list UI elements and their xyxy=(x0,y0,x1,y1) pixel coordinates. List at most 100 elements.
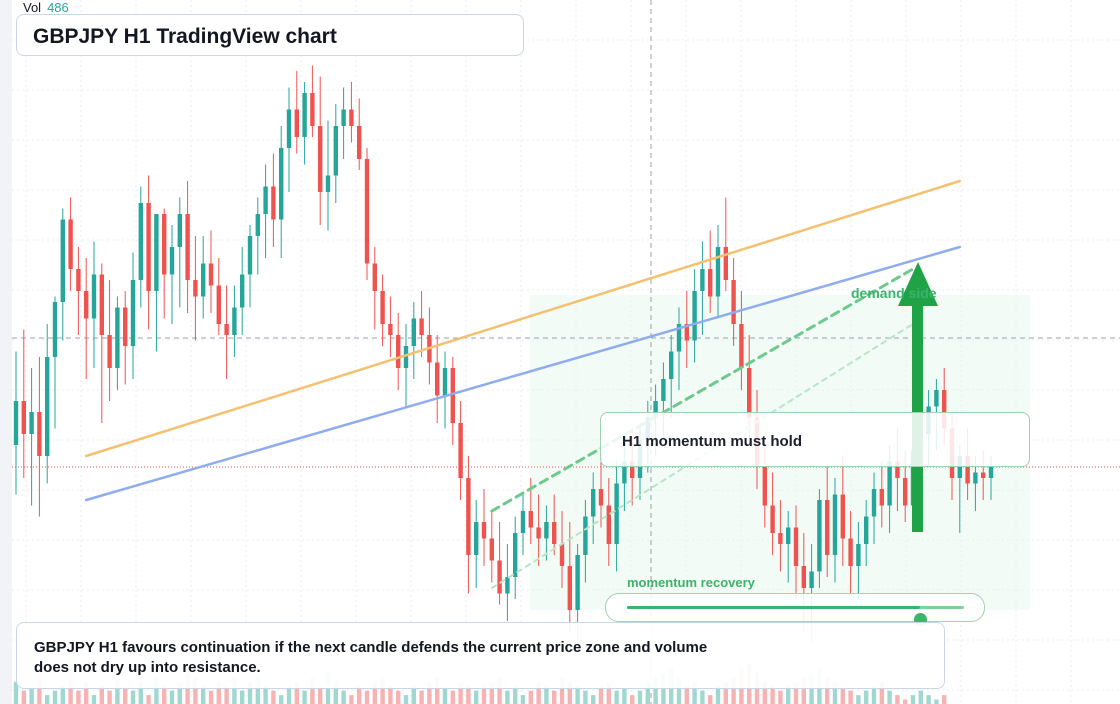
momentum-slider[interactable] xyxy=(605,593,985,626)
candle-body xyxy=(981,472,986,478)
candle-body xyxy=(762,467,767,506)
slider-fill xyxy=(627,606,921,609)
volume-bar xyxy=(559,677,565,704)
candle-body xyxy=(286,109,292,148)
chart-title: GBPJPY H1 TradingView chart xyxy=(33,25,337,48)
volume-bar xyxy=(770,686,775,704)
volume-bar xyxy=(637,690,643,704)
volume-bar xyxy=(99,686,104,704)
candle-body xyxy=(567,566,572,610)
volume-bar xyxy=(910,695,916,704)
candle-body xyxy=(146,203,151,291)
volume-bar xyxy=(653,677,658,704)
candle-body xyxy=(216,285,221,324)
volume-bar xyxy=(333,681,338,704)
candle-body xyxy=(123,307,128,346)
candle-body xyxy=(372,263,377,291)
volume-bar xyxy=(208,690,214,704)
candle-body xyxy=(606,505,611,544)
trend-line-orange xyxy=(84,179,962,458)
volume-bar xyxy=(130,690,136,704)
candle-body xyxy=(630,461,635,478)
volume-bar xyxy=(583,690,588,704)
candle-body xyxy=(341,109,346,126)
candle-body xyxy=(396,335,401,368)
volume-bar xyxy=(645,681,650,704)
candle-body xyxy=(778,533,783,544)
volume-bar xyxy=(918,690,923,704)
candle-body xyxy=(934,390,939,407)
demand-side-label: demand side xyxy=(851,285,937,301)
volume-bar xyxy=(825,677,830,704)
volume-bar xyxy=(21,690,26,704)
volume-bar xyxy=(263,686,268,704)
volume-bar xyxy=(864,690,869,704)
volume-bar xyxy=(396,690,401,704)
candle-body xyxy=(520,511,526,533)
candle-body xyxy=(271,186,276,220)
volume-bar xyxy=(388,686,393,704)
volume-bar xyxy=(193,677,198,704)
volume-bar xyxy=(84,681,89,704)
volume-bar xyxy=(598,686,604,704)
trend-line-blue xyxy=(84,245,962,502)
volume-bar xyxy=(575,686,580,704)
candle-body xyxy=(450,368,455,423)
volume-bar xyxy=(52,690,58,704)
callout-text: H1 momentum must hold xyxy=(622,433,803,450)
candle-body xyxy=(458,423,463,478)
candle-body xyxy=(52,302,58,357)
candle-body xyxy=(154,214,159,291)
candle-body xyxy=(349,109,354,126)
volume-bar xyxy=(591,695,596,704)
candle-body xyxy=(279,148,284,220)
slider-track[interactable] xyxy=(627,606,964,626)
candle-body xyxy=(879,489,884,506)
candle-body xyxy=(544,522,549,539)
candle-body xyxy=(965,456,970,484)
volume-bar xyxy=(411,686,416,704)
candle-body xyxy=(583,516,588,555)
candle-body xyxy=(575,555,580,610)
candle-body xyxy=(708,269,713,297)
volume-bar xyxy=(676,677,682,704)
volume-bar xyxy=(123,686,128,704)
candle-body xyxy=(419,318,424,335)
volume-bar xyxy=(801,677,806,704)
candle-body xyxy=(809,571,814,588)
candle-body xyxy=(138,203,143,280)
candle-body xyxy=(29,412,34,434)
candle-body xyxy=(864,516,869,544)
volume-bar xyxy=(466,686,471,704)
volume-bar xyxy=(216,681,221,704)
volume-bar xyxy=(762,681,767,704)
candle-body xyxy=(895,461,900,478)
candle-body xyxy=(240,274,245,308)
volume-bar xyxy=(723,681,728,704)
candle-body xyxy=(614,483,619,544)
candle-body xyxy=(692,291,697,341)
candle-body xyxy=(903,478,908,506)
volume-bar xyxy=(879,681,884,704)
volume-bar xyxy=(419,690,424,704)
volume-bar xyxy=(107,690,112,704)
candle-body xyxy=(801,566,806,588)
candle-body xyxy=(60,219,65,302)
volume-bar xyxy=(403,695,409,704)
volume-bar xyxy=(162,686,167,704)
up-arrow-icon xyxy=(898,262,938,306)
volume-bar xyxy=(45,695,50,704)
volume-bar xyxy=(497,677,502,704)
volume-bar xyxy=(871,686,877,704)
volume-bar xyxy=(474,690,479,704)
candle-body xyxy=(45,357,50,456)
volume-bar xyxy=(146,695,151,704)
candle-body xyxy=(294,109,299,137)
volume-bar xyxy=(302,690,307,704)
volume-bar xyxy=(201,686,206,704)
candle-body xyxy=(715,247,721,297)
volume-bar xyxy=(37,677,42,704)
volume-bar xyxy=(458,681,463,704)
candle-body xyxy=(957,456,962,478)
volume-bar xyxy=(793,681,799,704)
